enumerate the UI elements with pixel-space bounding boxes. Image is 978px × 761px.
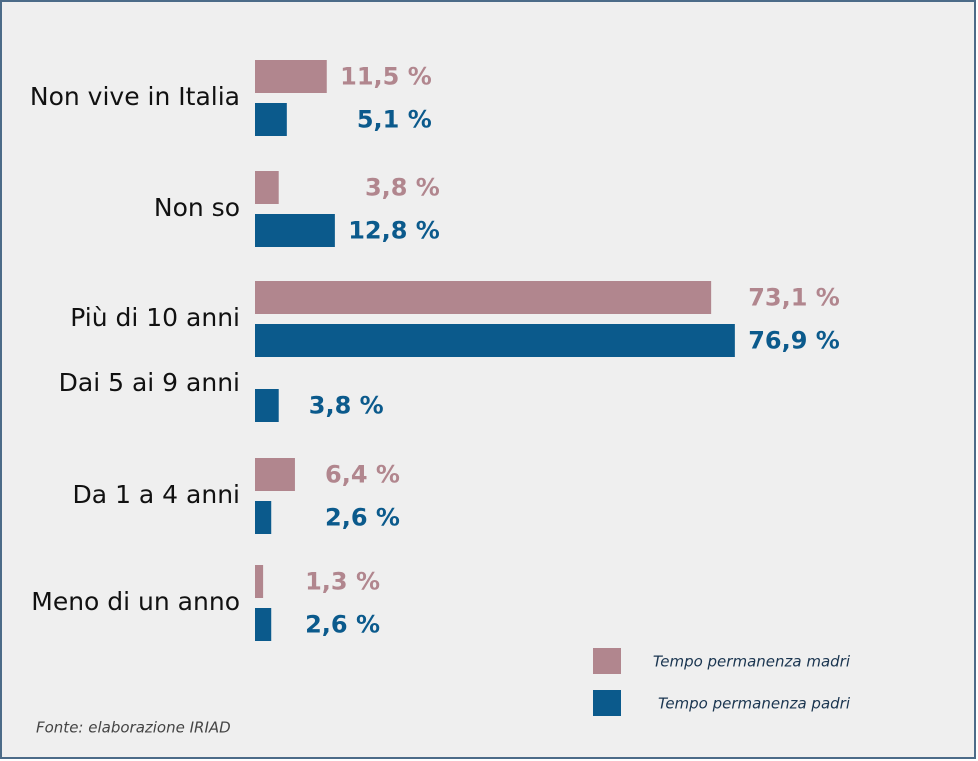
legend-label: Tempo permanenza padri — [658, 695, 851, 713]
bar — [255, 458, 295, 491]
value-label: 76,9 % — [748, 327, 840, 355]
category-label: Meno di un anno — [31, 587, 240, 616]
source: Fonte: elaborazione IRIAD — [36, 719, 231, 737]
value-label: 11,5 % — [340, 63, 432, 91]
bar — [255, 281, 712, 314]
bar — [255, 501, 272, 534]
category-label: Più di 10 anni — [70, 303, 240, 332]
value-label: 3,8 % — [309, 392, 384, 420]
legend-swatch — [593, 690, 621, 716]
legend-swatch — [593, 648, 621, 674]
value-label: 2,6 % — [325, 504, 400, 532]
value-label: 1,3 % — [305, 568, 380, 596]
bar — [255, 389, 279, 422]
category-label: Non so — [154, 193, 240, 222]
bar — [255, 103, 287, 136]
bar — [255, 565, 264, 598]
value-label: 3,8 % — [365, 174, 440, 202]
bar — [255, 60, 327, 93]
bar — [255, 214, 335, 247]
category-label: Da 1 a 4 anni — [73, 480, 240, 509]
value-label: 5,1 % — [357, 106, 432, 134]
legend-label: Tempo permanenza madri — [653, 653, 851, 671]
value-label: 6,4 % — [325, 461, 400, 489]
value-label: 73,1 % — [748, 284, 840, 312]
bar — [255, 608, 272, 641]
bar — [255, 171, 279, 204]
value-label: 2,6 % — [305, 611, 380, 639]
bar — [255, 324, 735, 357]
value-label: 12,8 % — [348, 217, 440, 245]
category-label: Dai 5 ai 9 anni — [59, 368, 240, 397]
category-label: Non vive in Italia — [30, 82, 240, 111]
